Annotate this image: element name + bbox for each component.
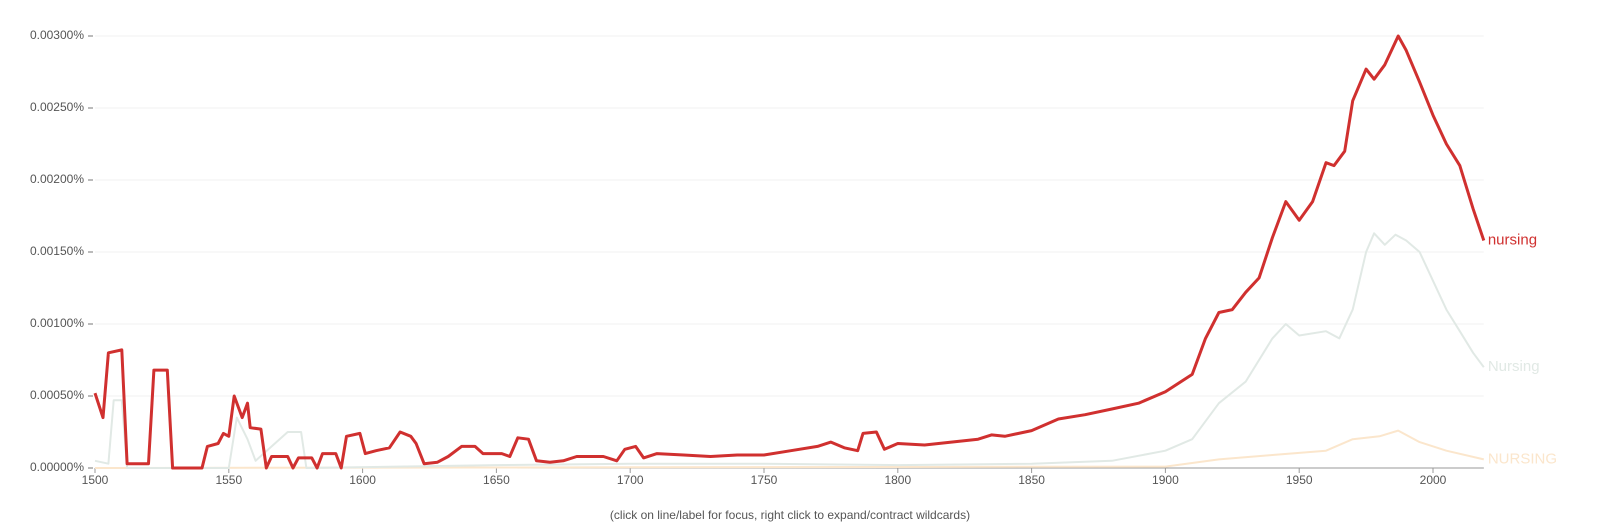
y-tick-label: 0.00150% (30, 244, 84, 258)
series-label: NURSING (1488, 450, 1557, 467)
x-tick-label: 1500 (82, 473, 109, 487)
series-line (94, 429, 1485, 469)
caption: (click on line/label for focus, right cl… (610, 508, 970, 522)
x-tick-label: 1700 (617, 473, 644, 487)
x-tick-label: 2000 (1420, 473, 1447, 487)
y-tick-label: 0.00300% (30, 28, 84, 42)
x-tick-label: 1600 (349, 473, 376, 487)
series-label: Nursing (1488, 358, 1540, 375)
x-tick-label: 1900 (1152, 473, 1179, 487)
y-tick-label: 0.00050% (30, 388, 84, 402)
x-tick-label: 1550 (215, 473, 242, 487)
x-tick-label: 1950 (1286, 473, 1313, 487)
y-tick-label: 0.00200% (30, 172, 84, 186)
y-tick-label: 0.00250% (30, 100, 84, 114)
y-tick-label: 0.00000% (30, 460, 84, 474)
series-line (94, 232, 1485, 469)
x-tick-label: 1750 (751, 473, 778, 487)
x-tick-label: 1650 (483, 473, 510, 487)
series-line (93, 34, 1486, 470)
x-tick-label: 1850 (1018, 473, 1045, 487)
x-tick-label: 1800 (884, 473, 911, 487)
y-tick-label: 0.00100% (30, 316, 84, 330)
series-label: nursing (1488, 231, 1537, 248)
